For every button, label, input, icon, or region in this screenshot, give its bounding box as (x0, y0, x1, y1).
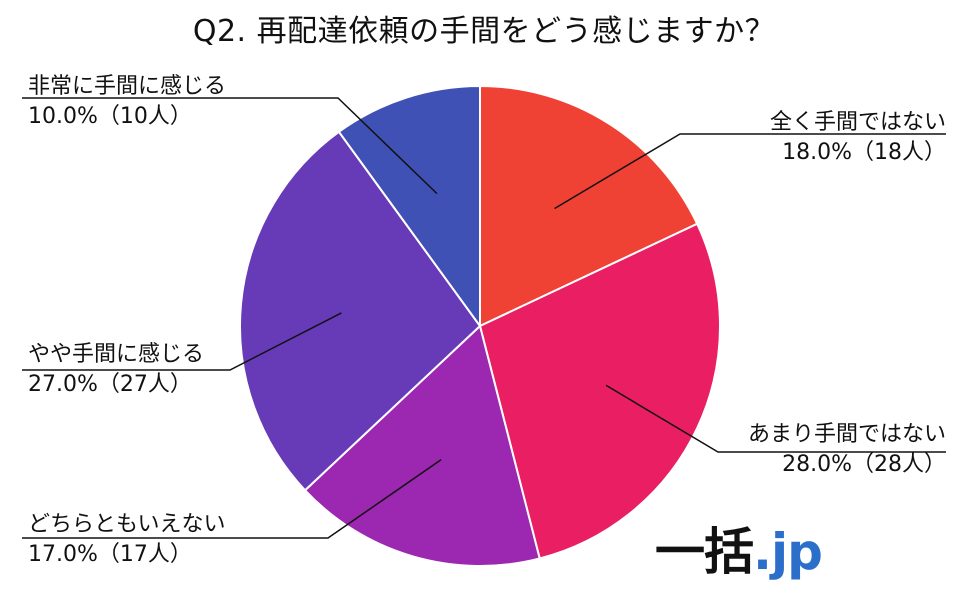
slice-3-value: 27.0%（27人） (28, 372, 192, 397)
slice-2-value: 17.0%（17人） (28, 542, 192, 567)
slice-0-label: 全く手間ではない (769, 110, 946, 135)
leader-line-4 (22, 97, 438, 195)
pie-slices (239, 84, 721, 567)
logo-main-text: 一括 (655, 523, 754, 581)
logo-accent-text: .jp (753, 523, 823, 581)
label-slice-2: どちらともいえない 17.0%（17人） (28, 510, 226, 570)
slice-4-value: 10.0%（10人） (28, 104, 192, 129)
brand-logo: 一括.jp (655, 512, 823, 584)
pie-slice-2 (303, 324, 541, 567)
label-slice-3: やや手間に感じる 27.0%（27人） (28, 340, 204, 400)
slice-0-value: 18.0%（18人） (782, 140, 946, 165)
label-slice-0: 全く手間ではない 18.0%（18人） (770, 108, 946, 168)
pie-slice-4 (337, 84, 481, 330)
label-slice-4: 非常に手間に感じる 10.0%（10人） (28, 72, 226, 132)
leader-line-3 (22, 312, 342, 371)
pie-slice-1 (478, 222, 721, 560)
chart-title: Q2. 再配達依頼の手間をどう感じますか？ (192, 14, 776, 49)
leader-line-1 (605, 384, 946, 453)
slice-1-label: あまり手間ではない (747, 422, 946, 447)
leader-line-0 (554, 133, 946, 210)
pie-slice-3 (239, 130, 482, 492)
label-slice-1: あまり手間ではない 28.0%（28人） (748, 420, 946, 480)
slice-4-label: 非常に手間に感じる (28, 74, 227, 99)
slice-1-value: 28.0%（28人） (782, 452, 946, 477)
slice-2-label: どちらともいえない (28, 512, 226, 537)
leader-line-2 (22, 459, 442, 539)
pie-slice-0 (479, 84, 699, 328)
leader-lines (22, 97, 946, 539)
slice-3-label: やや手間に感じる (28, 342, 205, 367)
